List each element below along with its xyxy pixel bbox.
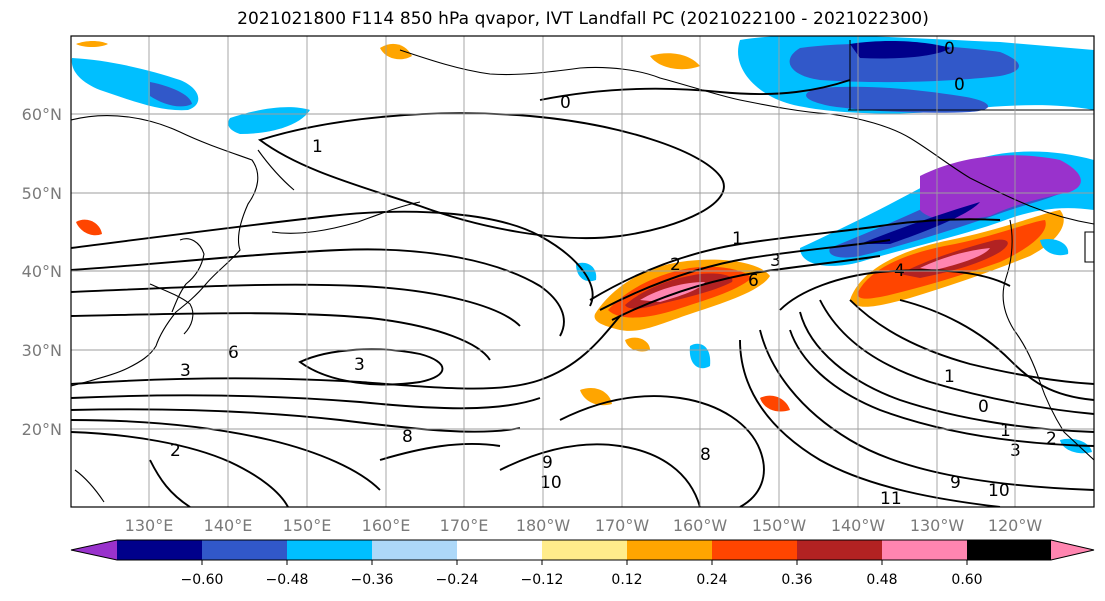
colorbar-swatch	[967, 540, 1051, 560]
contour-label: 6	[228, 343, 239, 363]
contour-label: 10	[988, 481, 1010, 501]
colorbar-tick-label: 0.48	[866, 572, 897, 588]
contour-label: 11	[880, 489, 902, 509]
contour-label: 3	[354, 355, 365, 375]
lon-label: 150°W	[752, 516, 807, 535]
positive-shading-blob	[76, 41, 108, 47]
contour-label: 8	[700, 445, 711, 465]
colorbar: −0.60 −0.48 −0.36 −0.24 −0.12 0.12 0.24 …	[70, 539, 1095, 588]
contour-label: 1	[944, 367, 955, 387]
contour-label: 9	[950, 473, 961, 493]
contour-label: 2	[1046, 429, 1057, 449]
contour-label: 0	[954, 75, 965, 95]
positive-shading-blob	[580, 387, 612, 406]
colorbar-swatch	[882, 540, 967, 560]
positive-shading-blob	[650, 53, 700, 70]
colorbar-swatch	[797, 540, 882, 560]
contour-label: 8	[402, 427, 413, 447]
colorbar-swatch	[457, 540, 542, 560]
negative-shading-blob	[1040, 238, 1069, 256]
contour-label: 6	[748, 271, 759, 291]
colorbar-tick-label: 0.12	[611, 572, 642, 588]
contour-label: 10	[540, 473, 562, 493]
lon-label: 130°E	[125, 516, 174, 535]
positive-shading-blob	[760, 395, 790, 412]
latitude-labels: 60°N 50°N 40°N 30°N 20°N	[22, 105, 62, 439]
colorbar-extend-low	[71, 540, 117, 560]
lon-label: 140°W	[831, 516, 886, 535]
colorbar-tick-label: −0.48	[266, 572, 309, 588]
colorbar-tick-label: 0.60	[951, 572, 982, 588]
negative-shading-north-deep	[850, 41, 950, 59]
lon-label: 150°E	[283, 516, 332, 535]
colorbar-tick-label: 0.36	[781, 572, 812, 588]
lat-label-30N: 30°N	[22, 341, 62, 360]
contour-label: 1	[312, 137, 323, 157]
lon-label: 120°W	[988, 516, 1043, 535]
negative-shading-siberia-core	[150, 82, 192, 107]
contour-label: 1	[1000, 421, 1011, 441]
colorbar-outline	[70, 539, 1095, 561]
contour-label: 2	[170, 441, 181, 461]
negative-shading-north-2	[806, 86, 989, 113]
lat-label-50N: 50°N	[22, 184, 62, 203]
longitude-labels: 130°E 140°E 150°E 160°E 170°E 180°W 170°…	[125, 516, 1043, 535]
lat-label-20N: 20°N	[22, 420, 62, 439]
gridlines	[71, 36, 1094, 507]
colorbar-swatch	[712, 540, 797, 560]
lon-label: 160°E	[362, 516, 411, 535]
colorbar-swatch	[117, 540, 202, 560]
colorbar-ticks	[201, 560, 968, 565]
positive-shading-west-peak	[640, 282, 705, 302]
positive-shading-blob	[76, 219, 102, 236]
negative-shading-band-deep	[860, 202, 980, 244]
colorbar-swatch	[372, 540, 457, 560]
lon-label: 130°W	[910, 516, 965, 535]
contour-label: 9	[542, 453, 553, 473]
lon-label: 170°E	[440, 516, 489, 535]
colorbar-swatch	[202, 540, 287, 560]
contour-labels: 0 0 0 1 1 1 2 2 3 3 3 4 6 6 8 8 9 9 10 1…	[170, 39, 1057, 509]
colorbar-swatch	[287, 540, 372, 560]
lat-label-40N: 40°N	[22, 262, 62, 281]
lon-label: 160°W	[673, 516, 728, 535]
contour-label: 0	[978, 397, 989, 417]
contour-label: 3	[770, 251, 781, 271]
positive-shading-blob	[380, 43, 412, 60]
map-frame	[70, 35, 1095, 508]
contour-label: 3	[180, 361, 191, 381]
lon-label: 170°W	[595, 516, 650, 535]
positive-shading-east-peak	[920, 248, 990, 270]
colorbar-extend-high	[1051, 540, 1094, 560]
negative-shading-north-core	[789, 43, 1019, 83]
contour-label: 0	[560, 93, 571, 113]
colorbar-swatch	[627, 540, 712, 560]
colorbar-tick-label: 0.24	[696, 572, 727, 588]
contour-label: 1	[732, 229, 743, 249]
lat-label-60N: 60°N	[22, 105, 62, 124]
colorbar-tick-label: −0.12	[521, 572, 564, 588]
colorbar-tick-label: −0.36	[351, 572, 394, 588]
contour-label: 0	[944, 39, 955, 59]
positive-shading-blob	[625, 337, 650, 352]
contour-label: 2	[670, 255, 681, 275]
lon-label: 180°W	[516, 516, 571, 535]
colorbar-tick-label: −0.24	[436, 572, 479, 588]
colorbar-tick-label: −0.60	[181, 572, 224, 588]
figure-title: 2021021800 F114 850 hPa qvapor, IVT Land…	[237, 9, 929, 29]
colorbar-swatch	[542, 540, 627, 560]
map-panel: 0 0 0 1 1 1 2 2 3 3 3 4 6 6 8 8 9 9 10 1…	[71, 36, 1094, 509]
lon-label: 140°E	[204, 516, 253, 535]
coastlines	[71, 40, 1094, 503]
shading-layer	[71, 36, 1094, 454]
